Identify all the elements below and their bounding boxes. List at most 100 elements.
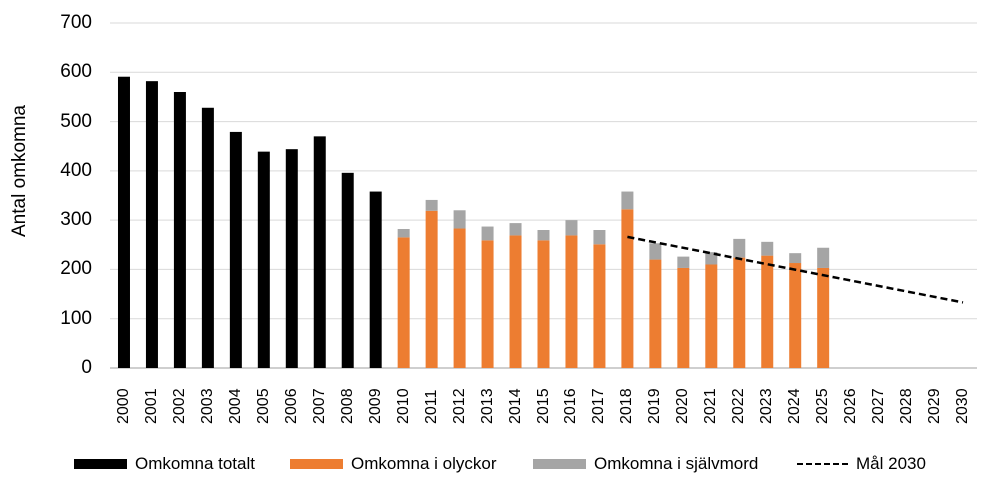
legend-label: Omkomna i olyckor bbox=[351, 454, 497, 473]
y-tick-label: 700 bbox=[60, 12, 92, 33]
legend-item-suicides: Omkomna i självmord bbox=[533, 452, 758, 476]
bar-suicides bbox=[397, 229, 410, 238]
legend-label: Mål 2030 bbox=[856, 454, 926, 473]
x-tick-label: 2026 bbox=[842, 388, 860, 424]
bar-suicides bbox=[733, 238, 746, 258]
x-tick-label: 2021 bbox=[702, 388, 720, 424]
x-tick-label: 2027 bbox=[870, 388, 888, 424]
x-tick-label: 2008 bbox=[338, 388, 356, 424]
bar-suicides bbox=[649, 243, 662, 260]
x-tick-label: 2017 bbox=[590, 388, 608, 424]
x-tick-label: 2024 bbox=[786, 388, 804, 424]
bar-accidents bbox=[649, 259, 662, 368]
bar-total bbox=[257, 151, 270, 368]
bar-suicides bbox=[789, 253, 802, 264]
x-tick-label: 2030 bbox=[954, 388, 972, 424]
y-tick-label: 0 bbox=[81, 357, 92, 378]
x-tick-label: 2000 bbox=[114, 388, 132, 424]
bar-accidents bbox=[761, 255, 774, 368]
x-tick-label: 2016 bbox=[562, 388, 580, 424]
x-tick-label: 2029 bbox=[926, 388, 944, 424]
x-tick-label: 2006 bbox=[282, 388, 300, 424]
x-tick-label: 2011 bbox=[422, 389, 440, 424]
bar-total bbox=[341, 172, 354, 368]
legend: Omkomna totalt Omkomna i olyckor Omkomna… bbox=[0, 452, 1000, 476]
y-tick-label: 500 bbox=[60, 110, 92, 132]
bar-accidents bbox=[397, 237, 410, 368]
bar-suicides bbox=[509, 223, 522, 236]
legend-swatch-dashed bbox=[797, 463, 848, 465]
x-tick-label: 2014 bbox=[506, 388, 524, 424]
y-tick-label: 600 bbox=[60, 61, 92, 83]
bar-accidents bbox=[677, 267, 690, 368]
x-tick-label: 2004 bbox=[226, 388, 244, 424]
bar-accidents bbox=[733, 257, 746, 368]
x-tick-label: 2012 bbox=[450, 388, 468, 424]
goal-2030-line bbox=[627, 235, 964, 304]
y-tick-label: 100 bbox=[60, 307, 92, 329]
x-tick-label: 2022 bbox=[730, 388, 748, 424]
bar-accidents bbox=[509, 235, 522, 368]
bar-suicides bbox=[425, 199, 438, 211]
bar-suicides bbox=[565, 220, 578, 236]
legend-item-accidents: Omkomna i olyckor bbox=[290, 452, 496, 476]
bar-total bbox=[229, 131, 242, 368]
bar-suicides bbox=[705, 252, 718, 265]
bar-suicides bbox=[481, 226, 494, 241]
x-tick-label: 2002 bbox=[170, 388, 188, 424]
bar-accidents bbox=[705, 264, 718, 368]
bar-total bbox=[313, 136, 326, 368]
legend-item-total: Omkomna totalt bbox=[74, 452, 255, 476]
x-tick-label: 2001 bbox=[142, 388, 160, 424]
legend-label: Omkomna i självmord bbox=[594, 454, 759, 473]
bar-accidents bbox=[789, 263, 802, 368]
gridlines bbox=[110, 22, 977, 369]
legend-swatch-orange bbox=[290, 459, 343, 469]
bar-suicides bbox=[593, 230, 606, 245]
x-tick-label: 2020 bbox=[674, 388, 692, 424]
x-tick-label: 2018 bbox=[618, 388, 636, 424]
legend-swatch-black bbox=[74, 459, 127, 469]
x-tick-label: 2009 bbox=[366, 388, 384, 424]
x-tick-label: 2013 bbox=[478, 388, 496, 424]
goal-line bbox=[627, 235, 964, 304]
bar-suicides bbox=[817, 247, 830, 268]
x-tick-label: 2023 bbox=[758, 388, 776, 424]
bar-total bbox=[117, 76, 130, 368]
x-tick-label: 2015 bbox=[534, 388, 552, 424]
x-tick-label: 2005 bbox=[254, 388, 272, 424]
x-tick-label: 2003 bbox=[198, 388, 216, 424]
legend-label: Omkomna totalt bbox=[135, 454, 255, 473]
bar-accidents bbox=[425, 210, 438, 368]
bar-accidents bbox=[817, 267, 830, 368]
bar-total bbox=[201, 107, 214, 369]
y-tick-label: 300 bbox=[60, 209, 92, 231]
bar-accidents bbox=[453, 228, 466, 368]
x-tick-label: 2007 bbox=[310, 388, 328, 424]
x-tick-label: 2010 bbox=[394, 388, 412, 424]
legend-swatch-gray bbox=[533, 459, 586, 469]
bar-total bbox=[145, 81, 158, 369]
bars bbox=[117, 76, 830, 369]
y-tick-label: 200 bbox=[60, 258, 92, 280]
y-tick-label: 400 bbox=[60, 159, 92, 181]
bar-suicides bbox=[453, 210, 466, 229]
x-tick-label: 2028 bbox=[898, 388, 916, 424]
bar-suicides bbox=[537, 230, 550, 241]
bar-total bbox=[173, 92, 186, 368]
bar-suicides bbox=[761, 241, 774, 256]
bar-accidents bbox=[593, 244, 606, 368]
x-tick-label: 2019 bbox=[646, 388, 664, 424]
bar-total bbox=[285, 149, 298, 368]
legend-item-goal: Mål 2030 bbox=[797, 452, 926, 476]
bar-suicides bbox=[621, 191, 634, 210]
bar-total bbox=[369, 191, 382, 368]
bar-accidents bbox=[481, 240, 494, 368]
bar-accidents bbox=[621, 209, 634, 368]
y-axis-label: Antal omkomna bbox=[9, 105, 30, 238]
bar-accidents bbox=[537, 240, 550, 368]
bar-suicides bbox=[677, 256, 690, 268]
bar-accidents bbox=[565, 235, 578, 368]
